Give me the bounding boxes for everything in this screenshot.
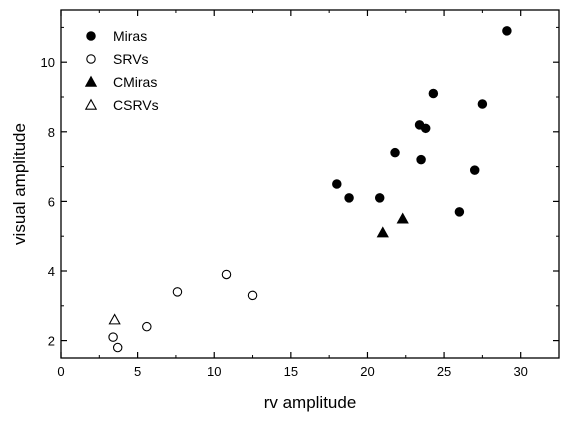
point-miras	[390, 147, 400, 158]
legend-label-srvs: SRVs	[113, 51, 149, 67]
point-srvs	[172, 287, 183, 297]
point-miras	[420, 123, 431, 134]
legend-marker-miras	[86, 31, 96, 41]
point-miras	[344, 193, 354, 203]
y-tick-label: 6	[48, 194, 55, 209]
legend-marker-srvs	[86, 54, 96, 64]
point-miras	[454, 207, 465, 217]
legend-label-miras: Miras	[113, 28, 147, 44]
x-tick-label: 15	[284, 364, 298, 379]
point-miras	[477, 99, 488, 109]
point-srvs	[112, 342, 123, 353]
y-tick-label: 2	[48, 334, 55, 349]
point-srvs	[221, 269, 232, 280]
x-tick-label: 25	[437, 364, 451, 379]
point-srvs	[142, 321, 152, 332]
point-csrvs	[108, 313, 121, 325]
y-tick-label: 4	[48, 264, 55, 279]
legend: Miras SRVs CMiras CSRVs	[84, 28, 159, 113]
legend-marker-cmiras	[84, 75, 98, 87]
y-tick-label: 8	[48, 125, 55, 140]
point-miras	[374, 193, 385, 203]
legend-label-csrvs: CSRVs	[113, 97, 159, 113]
x-tick-label: 10	[207, 364, 221, 379]
point-miras	[469, 165, 480, 175]
x-tick-label: 20	[360, 364, 374, 379]
point-cmiras	[376, 226, 389, 238]
point-cmiras	[396, 212, 409, 224]
y-axis-label: visual amplitude	[10, 123, 29, 245]
legend-marker-csrvs	[84, 98, 98, 110]
point-srvs	[247, 290, 258, 301]
point-miras	[416, 154, 426, 165]
y-tick-label: 10	[41, 55, 55, 70]
point-miras	[502, 26, 512, 36]
x-tick-label: 0	[57, 364, 64, 379]
x-tick-label: 30	[513, 364, 527, 379]
point-srvs	[108, 332, 118, 342]
data-points	[108, 26, 512, 353]
y-axis: 2 4 6 8 10	[41, 26, 559, 349]
legend-label-cmiras: CMiras	[113, 74, 157, 90]
x-axis: 0 5 10 15 20 25 30	[57, 10, 528, 379]
point-miras	[428, 88, 439, 99]
x-tick-label: 5	[134, 364, 141, 379]
point-miras	[332, 179, 342, 189]
plot-frame	[60, 9, 560, 359]
x-axis-label: rv amplitude	[264, 393, 357, 412]
